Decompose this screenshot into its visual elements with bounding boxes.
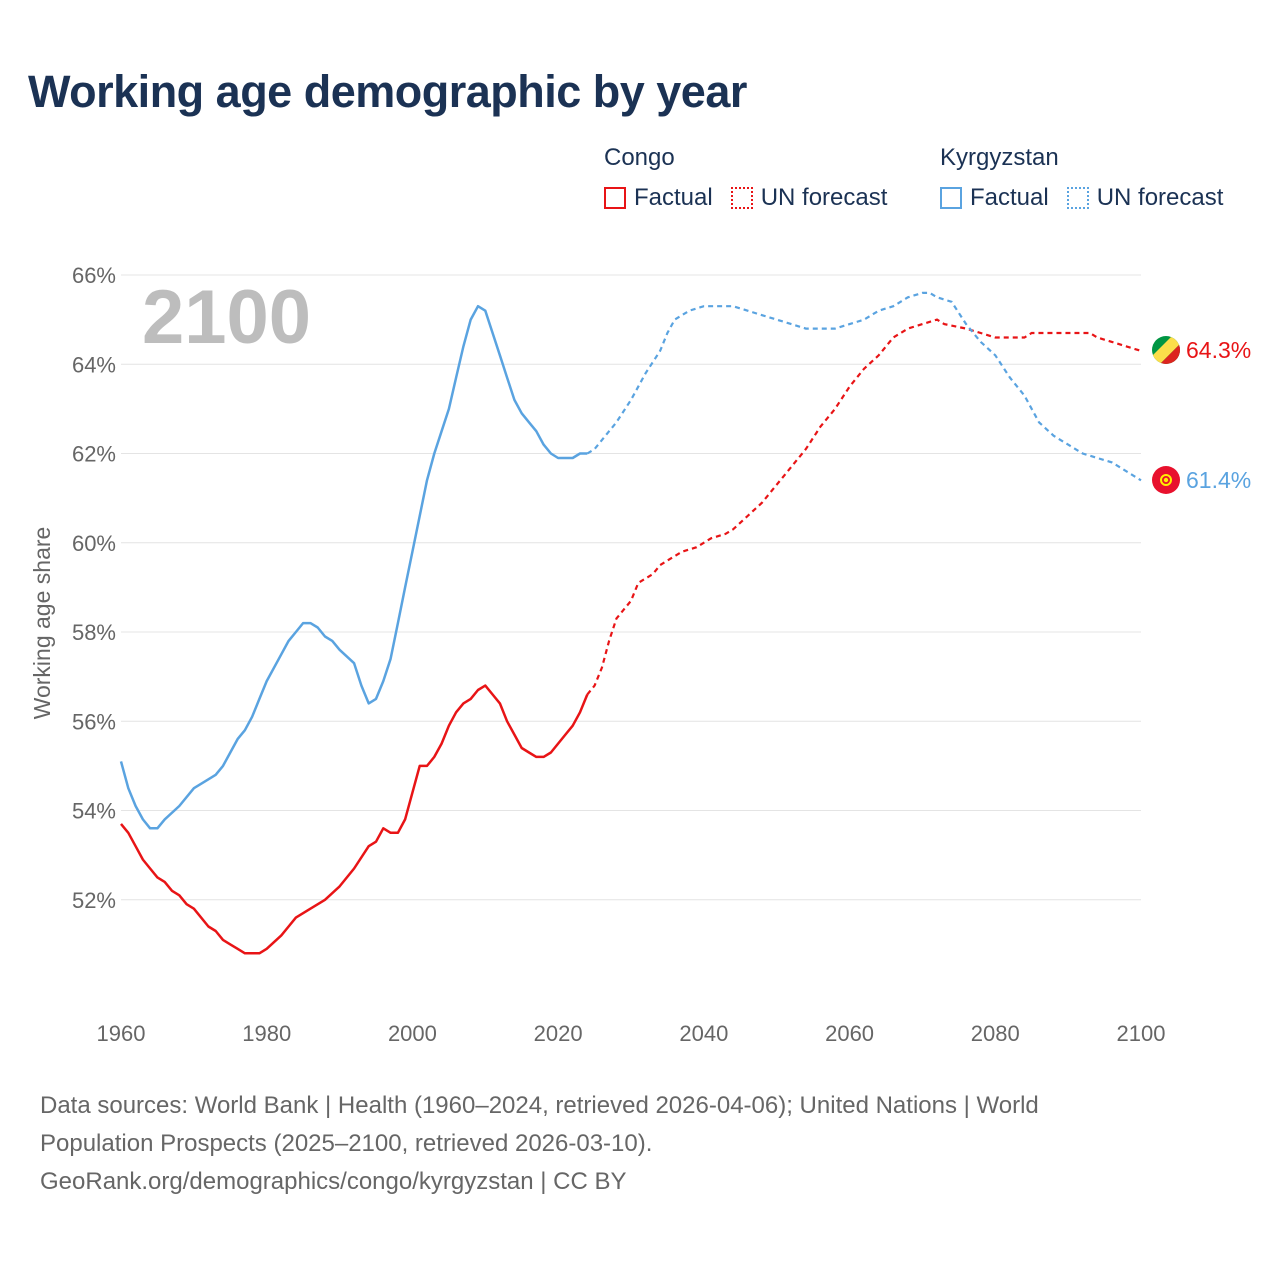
legend-kyrgyzstan: Kyrgyzstan Factual UN forecast [940, 144, 1223, 212]
legend-item-label: UN forecast [760, 184, 888, 211]
dotted-swatch-icon [1066, 187, 1089, 209]
legend-country-label: Congo [604, 144, 675, 171]
x-tick-label: 2040 [679, 1021, 728, 1046]
y-axis-label: Working age share [29, 527, 55, 720]
y-axis-ticks: 52% 54% 56% 58% 60% 62% 64% 66% [72, 263, 116, 913]
solid-swatch-icon [940, 187, 962, 209]
end-label-kyrgyzstan: 61.4% [1186, 467, 1251, 493]
x-tick-label: 2080 [971, 1021, 1020, 1046]
legend-item-label: Factual [970, 184, 1049, 211]
x-tick-label: 2020 [534, 1021, 583, 1046]
solid-swatch-icon [604, 187, 626, 209]
x-tick-label: 2060 [825, 1021, 874, 1046]
congo-flag-icon [1152, 336, 1180, 364]
legend-kyrgyzstan-factual[interactable]: Factual [940, 184, 1049, 212]
y-tick-label: 62% [72, 442, 116, 467]
legend-congo: Congo Factual UN forecast [604, 144, 905, 212]
year-watermark: 2100 [142, 275, 311, 360]
legend-item-label: Factual [634, 184, 713, 211]
gridlines [121, 274, 1141, 901]
y-tick-label: 66% [72, 263, 116, 288]
y-tick-label: 58% [72, 620, 116, 645]
y-tick-label: 54% [72, 799, 116, 824]
x-tick-label: 2000 [388, 1021, 437, 1046]
kyrgyzstan-forecast-line [586, 291, 1142, 482]
dotted-swatch-icon [730, 187, 753, 209]
legend-country-label: Kyrgyzstan [940, 144, 1059, 171]
legend-congo-forecast[interactable]: UN forecast [730, 184, 888, 212]
series-lines [119, 291, 1142, 955]
line-chart: 52% 54% 56% 58% 60% 62% 64% 66% 1960 1980 2000 202… [29, 263, 1251, 1046]
x-tick-label: 2100 [1117, 1021, 1166, 1046]
x-tick-label: 1960 [97, 1021, 146, 1046]
kyrgyzstan-flag-icon [1152, 466, 1180, 494]
y-tick-label: 52% [72, 888, 116, 913]
y-tick-label: 56% [72, 709, 116, 734]
congo-forecast-line [586, 318, 1142, 696]
x-axis-ticks: 1960 1980 2000 2020 2040 2060 2080 2100 [97, 1021, 1166, 1046]
y-tick-label: 64% [72, 352, 116, 377]
source-line: Population Prospects (2025–2100, retriev… [40, 1130, 653, 1157]
legend-kyrgyzstan-forecast[interactable]: UN forecast [1066, 184, 1224, 212]
legend-item-label: UN forecast [1096, 184, 1224, 211]
x-tick-label: 1980 [242, 1021, 291, 1046]
y-tick-label: 60% [72, 531, 116, 556]
end-label-congo: 64.3% [1186, 337, 1251, 363]
kyrgyzstan-factual-line [119, 304, 588, 830]
source-note: Data sources: World Bank | Health (1960–… [40, 1087, 1200, 1201]
source-line: Data sources: World Bank | Health (1960–… [40, 1092, 1039, 1119]
chart-title: Working age demographic by year [28, 66, 747, 117]
legend-congo-factual[interactable]: Factual [604, 184, 713, 212]
source-line: GeoRank.org/demographics/congo/kyrgyzsta… [40, 1168, 627, 1195]
congo-factual-line [120, 684, 589, 955]
